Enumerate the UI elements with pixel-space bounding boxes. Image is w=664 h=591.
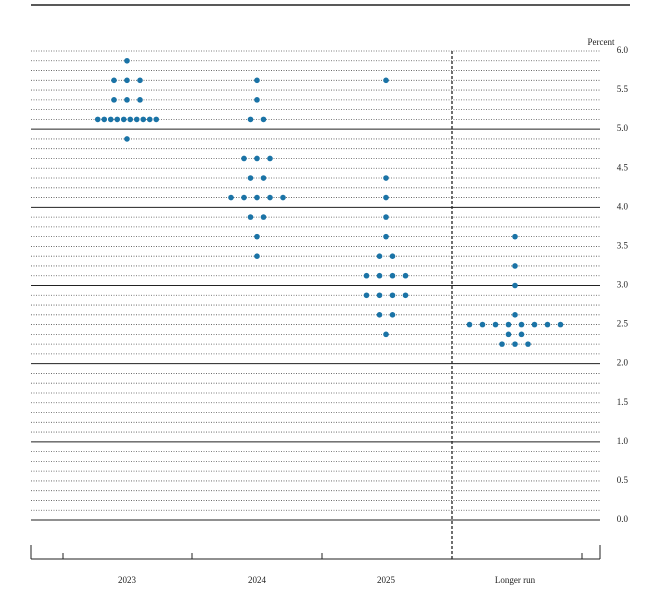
dot [505, 331, 512, 338]
dot [107, 116, 114, 123]
y-tick-label: 3.5 [617, 240, 629, 250]
dot [228, 194, 234, 201]
x-tick-label: Longer run [495, 575, 536, 585]
dot [505, 321, 512, 328]
dot [389, 253, 396, 259]
dot [512, 312, 518, 318]
dot [114, 116, 121, 123]
dot [127, 116, 134, 123]
dot [124, 97, 130, 103]
dot [94, 116, 101, 123]
dot [512, 282, 518, 289]
dot [512, 341, 518, 347]
dot [241, 194, 247, 201]
dot [383, 214, 389, 220]
dot [544, 321, 551, 328]
dot [383, 77, 389, 84]
dot [376, 272, 383, 279]
y-tick-label: 4.0 [617, 201, 629, 211]
dot [557, 321, 564, 328]
dot [267, 155, 273, 162]
y-tick-label: 5.5 [617, 84, 629, 94]
dot [376, 312, 383, 318]
y-tick-label: 6.0 [617, 45, 629, 55]
dot [383, 194, 389, 201]
dot [499, 341, 505, 347]
y-axis-label: Percent [588, 37, 615, 47]
dot [518, 331, 525, 338]
dot [389, 292, 396, 299]
y-tick-label: 2.0 [617, 358, 629, 368]
dot [254, 97, 260, 103]
dot [383, 233, 389, 240]
dot [124, 57, 130, 64]
dot [518, 321, 525, 328]
dot [254, 253, 260, 259]
dot [146, 116, 153, 123]
dot [254, 194, 260, 201]
dot [254, 77, 260, 84]
dot [402, 272, 409, 279]
dot [247, 116, 254, 123]
dot [120, 116, 127, 123]
dot [479, 321, 486, 328]
dot [241, 155, 247, 162]
dot [133, 116, 140, 123]
y-tick-label: 3.0 [617, 280, 629, 290]
dot [247, 214, 254, 220]
dot [363, 292, 370, 299]
y-tick-label: 4.5 [617, 162, 629, 172]
dot [137, 77, 143, 84]
y-tick-label: 1.5 [617, 397, 629, 407]
dot [383, 331, 389, 338]
dot [280, 194, 286, 201]
dot [260, 116, 267, 123]
dot [531, 321, 538, 328]
x-tick-label: 2024 [248, 575, 267, 585]
dot [101, 116, 108, 123]
dot [247, 175, 254, 181]
dot [267, 194, 273, 201]
dot [402, 292, 409, 299]
y-tick-label: 5.0 [617, 123, 629, 133]
dot [512, 263, 518, 269]
dot [153, 116, 160, 123]
x-tick-label: 2025 [377, 575, 396, 585]
dot [383, 175, 389, 181]
dot [137, 97, 143, 103]
dot [363, 272, 370, 279]
dot [254, 155, 260, 162]
y-tick-label: 1.0 [617, 436, 629, 446]
y-tick-label: 0.0 [617, 514, 629, 524]
dot [492, 321, 499, 328]
dot [389, 272, 396, 279]
dot [260, 175, 267, 181]
y-tick-label: 2.5 [617, 319, 629, 329]
dot [111, 77, 117, 84]
dot [389, 312, 396, 318]
dot [376, 292, 383, 299]
dot [376, 253, 383, 259]
x-axis-ticks [30, 545, 601, 559]
dot [111, 97, 117, 103]
dot [512, 233, 518, 240]
dot [254, 233, 260, 240]
x-tick-label: 2023 [118, 575, 137, 585]
dot [260, 214, 267, 220]
dot [525, 341, 531, 347]
dot [124, 136, 130, 142]
dot [466, 321, 473, 328]
y-tick-label: 0.5 [617, 475, 629, 485]
dot [140, 116, 147, 123]
dot [124, 77, 130, 84]
